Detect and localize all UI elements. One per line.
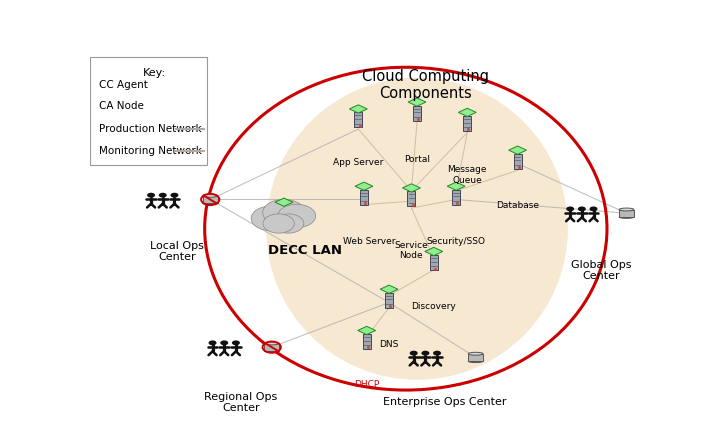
- Ellipse shape: [469, 360, 483, 363]
- Polygon shape: [402, 184, 420, 192]
- Bar: [413, 106, 421, 120]
- Bar: [407, 191, 415, 206]
- Circle shape: [159, 193, 167, 198]
- Circle shape: [410, 351, 417, 355]
- Text: Global Ops
Center: Global Ops Center: [571, 260, 632, 281]
- Polygon shape: [459, 108, 477, 116]
- Bar: [619, 210, 634, 217]
- Bar: [363, 334, 371, 349]
- Text: Security/SSO: Security/SSO: [427, 237, 486, 246]
- Ellipse shape: [266, 78, 568, 380]
- Ellipse shape: [619, 215, 634, 219]
- Text: Service
Node: Service Node: [394, 241, 428, 260]
- Ellipse shape: [469, 352, 483, 355]
- FancyBboxPatch shape: [90, 57, 208, 165]
- Bar: [187, 103, 198, 109]
- Text: Message
Queue: Message Queue: [448, 165, 487, 185]
- Circle shape: [590, 206, 598, 211]
- Bar: [385, 293, 393, 308]
- Bar: [265, 343, 279, 351]
- Bar: [513, 153, 521, 169]
- Polygon shape: [508, 146, 526, 154]
- Text: Database: Database: [496, 201, 539, 210]
- Polygon shape: [275, 198, 293, 206]
- Ellipse shape: [619, 208, 634, 211]
- Circle shape: [273, 214, 304, 233]
- Bar: [203, 196, 218, 203]
- Text: Enterprise Ops Center: Enterprise Ops Center: [383, 397, 507, 407]
- Text: CA Node: CA Node: [99, 101, 143, 111]
- Polygon shape: [447, 182, 465, 190]
- Circle shape: [421, 351, 430, 355]
- Text: Production Network: Production Network: [99, 124, 201, 134]
- Text: Discovery: Discovery: [412, 302, 456, 311]
- Bar: [354, 112, 363, 128]
- Circle shape: [566, 206, 574, 211]
- Ellipse shape: [187, 102, 198, 104]
- Circle shape: [251, 206, 291, 231]
- Text: Web Server: Web Server: [343, 237, 396, 246]
- Ellipse shape: [203, 202, 218, 205]
- Ellipse shape: [187, 108, 198, 110]
- Ellipse shape: [265, 349, 279, 352]
- Bar: [430, 255, 438, 270]
- Text: Monitoring Network: Monitoring Network: [99, 146, 201, 156]
- Text: Portal: Portal: [404, 155, 430, 164]
- Polygon shape: [350, 105, 367, 113]
- Circle shape: [147, 193, 155, 198]
- Polygon shape: [183, 80, 202, 89]
- Bar: [464, 116, 472, 131]
- Text: CC Agent: CC Agent: [99, 80, 147, 90]
- Text: Cloud Computing
Components: Cloud Computing Components: [362, 69, 489, 101]
- Circle shape: [263, 214, 294, 233]
- Bar: [452, 190, 460, 205]
- Ellipse shape: [265, 342, 279, 345]
- Text: DECC LAN: DECC LAN: [268, 244, 342, 257]
- Circle shape: [278, 204, 316, 227]
- Circle shape: [220, 340, 229, 345]
- Text: Key:: Key:: [143, 68, 166, 78]
- Ellipse shape: [203, 194, 218, 197]
- Bar: [360, 190, 368, 205]
- Polygon shape: [380, 285, 398, 293]
- Circle shape: [262, 199, 305, 226]
- Circle shape: [433, 351, 441, 355]
- Circle shape: [578, 206, 586, 211]
- Circle shape: [232, 340, 240, 345]
- Polygon shape: [425, 248, 443, 256]
- Text: Regional Ops
Center: Regional Ops Center: [204, 392, 278, 413]
- Text: App Server: App Server: [333, 158, 384, 167]
- Text: DHCP: DHCP: [354, 380, 379, 389]
- Text: Local Ops
Center: Local Ops Center: [150, 241, 203, 262]
- Bar: [469, 354, 483, 361]
- Text: DNS: DNS: [379, 340, 399, 349]
- Circle shape: [208, 340, 216, 345]
- Circle shape: [170, 193, 178, 198]
- Polygon shape: [408, 98, 426, 106]
- Polygon shape: [358, 326, 376, 334]
- Polygon shape: [355, 182, 373, 190]
